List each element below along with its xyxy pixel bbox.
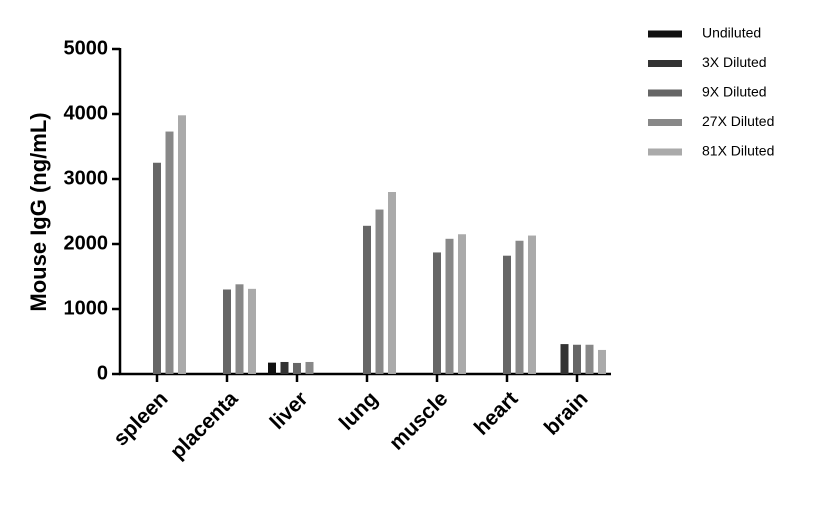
- y-tick-label: 2000: [64, 232, 109, 254]
- bar: [153, 162, 161, 374]
- bar: [433, 252, 441, 374]
- x-tick-label: spleen: [109, 387, 172, 450]
- x-tick-label: muscle: [385, 387, 452, 454]
- x-tick-label: placenta: [166, 387, 243, 464]
- y-axis-label: Mouse IgG (ng/mL): [26, 112, 51, 311]
- y-tick-label: 3000: [64, 167, 109, 189]
- legend-label: 9X Diluted: [702, 84, 767, 100]
- bar: [165, 131, 174, 374]
- bar: [268, 362, 276, 374]
- bar: [515, 240, 524, 374]
- bar: [235, 284, 244, 374]
- legend-swatch: [648, 89, 682, 97]
- y-tick-label: 0: [97, 362, 108, 384]
- bar: [248, 288, 256, 374]
- x-tick-label: brain: [540, 387, 593, 440]
- legend-swatch: [648, 60, 682, 67]
- bar: [560, 344, 569, 374]
- bar: [598, 349, 606, 374]
- bar: [585, 344, 594, 374]
- bar: [573, 344, 581, 374]
- legend-label: 81X Diluted: [702, 143, 774, 159]
- y-tick-label: 5000: [64, 37, 109, 59]
- bar: [528, 235, 536, 374]
- bar: [293, 362, 301, 374]
- bar: [178, 115, 186, 375]
- bar: [305, 361, 314, 374]
- bar: [280, 361, 289, 374]
- legend-label: 27X Diluted: [702, 113, 774, 129]
- legend-swatch: [648, 119, 682, 126]
- bar: [363, 225, 371, 374]
- bar: [375, 209, 384, 374]
- x-tick-label: heart: [470, 387, 523, 440]
- bar: [388, 192, 396, 374]
- bar: [503, 255, 511, 374]
- bar: [458, 234, 466, 374]
- legend-label: Undiluted: [702, 25, 761, 41]
- legend-label: 3X Diluted: [702, 54, 767, 70]
- y-tick-label: 4000: [64, 102, 109, 124]
- bar: [445, 238, 454, 374]
- legend-swatch: [648, 148, 682, 156]
- x-tick-label: lung: [335, 387, 383, 435]
- legend-swatch: [648, 30, 682, 38]
- x-tick-label: liver: [266, 387, 313, 434]
- bar: [223, 289, 231, 374]
- y-tick-label: 1000: [64, 297, 109, 319]
